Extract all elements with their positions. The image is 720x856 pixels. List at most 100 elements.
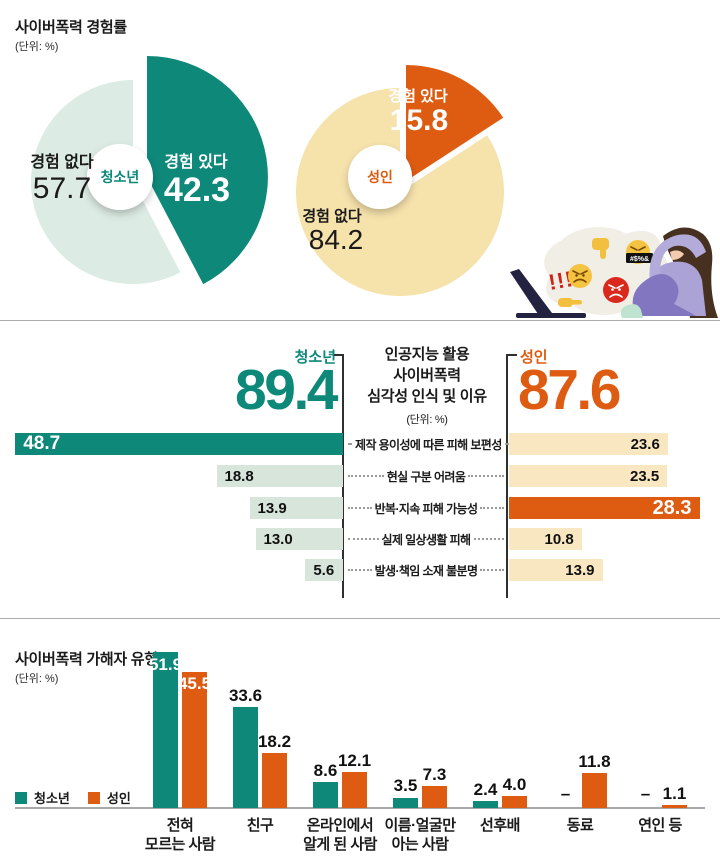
bar-adult-known-by-face (422, 786, 447, 808)
section1-title: 사이버폭력 경험률 (15, 19, 127, 36)
no-data-dash-teen-partner: – (640, 784, 651, 803)
slice-label-yes: 경험 있다 (388, 87, 448, 105)
section-experience-rate: 사이버폭력 경험률 (단위: %) 청소년 경험 없다 57.7 경험 있다 4… (0, 0, 720, 321)
value-teen-stranger: 51.9 (148, 655, 183, 674)
category-row-5: 발생·책임 소재 불분명 (345, 559, 507, 581)
bar-teen-repeated-harm: 13.9 (249, 497, 343, 519)
category-coworker: 동료 (525, 816, 635, 835)
category-friend: 친구 (205, 816, 315, 835)
category-known-by-face: 이름·얼굴만 아는 사람 (365, 816, 475, 854)
value-adult-stranger: 45.5 (177, 674, 212, 693)
teen-axis-line (342, 354, 344, 598)
bar-teen-daily-life-harm: 13.0 (255, 528, 343, 550)
category-line: 온라인에서 (306, 817, 374, 834)
bar-value: 28.3 (652, 496, 692, 519)
category-row-2: 현실 구분 어려움 (345, 465, 507, 487)
legend-swatch-adult (87, 791, 100, 804)
bar-teen-stranger (153, 652, 178, 808)
section1-unit: (단위: %) (15, 41, 59, 53)
section3-title: 사이버폭력 가해자 유형 (15, 651, 158, 668)
donut-center-label: 성인 (367, 169, 393, 185)
value-teen-met-online: 8.6 (313, 761, 338, 780)
donut-hole (348, 145, 412, 209)
category-line: 동료 (566, 817, 594, 834)
category-line: 친구 (246, 817, 274, 834)
svg-text:#$%&: #$%& (630, 256, 649, 263)
legend-label-adult: 성인 (106, 791, 131, 806)
bar-teen-friend (233, 707, 258, 808)
section-perpetrator-types: 사이버폭력 가해자 유형 (단위: %) 청소년 성인 51.9 45.5 전혀… (0, 620, 720, 856)
bar-teen-known-by-face (393, 797, 418, 808)
x-axis-line (15, 807, 705, 809)
no-data-dash-teen-coworker: – (560, 784, 571, 803)
angry-emoji-icon (568, 264, 592, 288)
bar-value: 13.0 (263, 530, 293, 548)
illustration-cyberbullying: !!! #$%& (510, 227, 718, 318)
category-label: 반복·지속 피해 가능성 (374, 501, 478, 516)
value-teen-known-by-face: 3.5 (393, 776, 418, 795)
laptop-screen (510, 269, 552, 317)
donut-center-label: 청소년 (101, 169, 140, 185)
bar-value: 13.9 (565, 561, 595, 579)
slice-value-no: 57.7 (33, 172, 91, 205)
bar-value: 13.9 (257, 499, 287, 517)
category-line: 이름·얼굴만 (384, 817, 457, 834)
bar-adult-stranger (182, 671, 207, 808)
bar-value: 23.6 (630, 435, 660, 453)
bar-value: 23.5 (629, 467, 660, 485)
value-teen-friend: 33.6 (228, 686, 263, 705)
section-ai-awareness: 인공지능 활용 사이버폭력 심각성 인식 및 이유 (단위: %) 청소년 89… (0, 322, 720, 619)
category-row-3: 반복·지속 피해 가능성 (345, 497, 507, 519)
pie-slice-has-experience (147, 56, 268, 285)
category-line: 선후배 (480, 817, 520, 834)
bar-adult-senior-junior (502, 796, 527, 808)
slice-label-no: 경험 없다 (302, 207, 362, 225)
adult-group-label: 성인 (520, 349, 548, 366)
adult-axis-line (506, 354, 508, 598)
bar-adult-reality-confusion: 23.5 (509, 465, 668, 487)
slice-value-yes: 15.8 (390, 104, 448, 137)
bar-teen-ease-of-creation: 48.7 (15, 433, 343, 455)
title-line1: 인공지능 활용 (384, 346, 470, 363)
bar-teen-unclear-responsibility: 5.6 (305, 559, 343, 581)
category-row-1: 제작 용이성에 따른 피해 보편성 (345, 433, 507, 455)
category-label: 현실 구분 어려움 (386, 469, 466, 484)
value-adult-known-by-face: 7.3 (422, 765, 447, 784)
red-angry-emoji-icon (603, 277, 629, 303)
slice-value-no: 84.2 (309, 224, 364, 255)
bar-adult-coworker (582, 772, 607, 808)
teen-total-value: 89.4 (235, 358, 338, 422)
teen-tick (334, 354, 343, 356)
legend-swatch-teen (15, 791, 27, 804)
category-line: 모르는 사람 (144, 836, 216, 853)
bar-adult-ease-of-creation: 23.6 (509, 433, 668, 455)
category-label: 발생·책임 소재 불분명 (374, 563, 478, 578)
donut-chart-teen: 청소년 경험 없다 57.7 경험 있다 42.3 (30, 56, 268, 285)
adult-total-value: 87.6 (518, 358, 621, 422)
teen-group-label: 청소년 (294, 349, 336, 366)
slice-label-yes: 경험 있다 (164, 152, 228, 171)
bar-value: 5.6 (313, 561, 335, 579)
swearing-emoji-icon: #$%& (626, 240, 653, 264)
laptop-base (516, 313, 586, 318)
value-adult-coworker: 11.8 (578, 752, 611, 771)
value-adult-met-online: 12.1 (337, 751, 372, 770)
section2-title: 인공지능 활용 사이버폭력 심각성 인식 및 이유 (단위: %) (347, 344, 507, 431)
bar-teen-senior-junior (473, 800, 498, 808)
bar-adult-met-online (342, 771, 367, 808)
category-line: 연인 등 (638, 817, 682, 834)
category-row-4: 실제 일상생활 피해 (345, 528, 507, 550)
section2-unit: (단위: %) (406, 414, 448, 426)
bar-adult-partner (662, 804, 687, 808)
bar-teen-reality-confusion: 18.8 (216, 465, 343, 487)
chart-legend: 청소년 성인 (15, 788, 131, 807)
value-teen-senior-junior: 2.4 (473, 780, 498, 799)
bar-value: 18.8 (224, 467, 254, 485)
pie-slice-has-experience (406, 65, 504, 181)
title-line2: 사이버폭력 (393, 367, 461, 384)
bar-adult-daily-life-harm: 10.8 (509, 528, 582, 550)
donut-chart-adult: 성인 경험 있다 15.8 경험 없다 84.2 (295, 65, 504, 296)
category-line: 아는 사람 (391, 836, 449, 853)
value-adult-friend: 18.2 (257, 732, 292, 751)
